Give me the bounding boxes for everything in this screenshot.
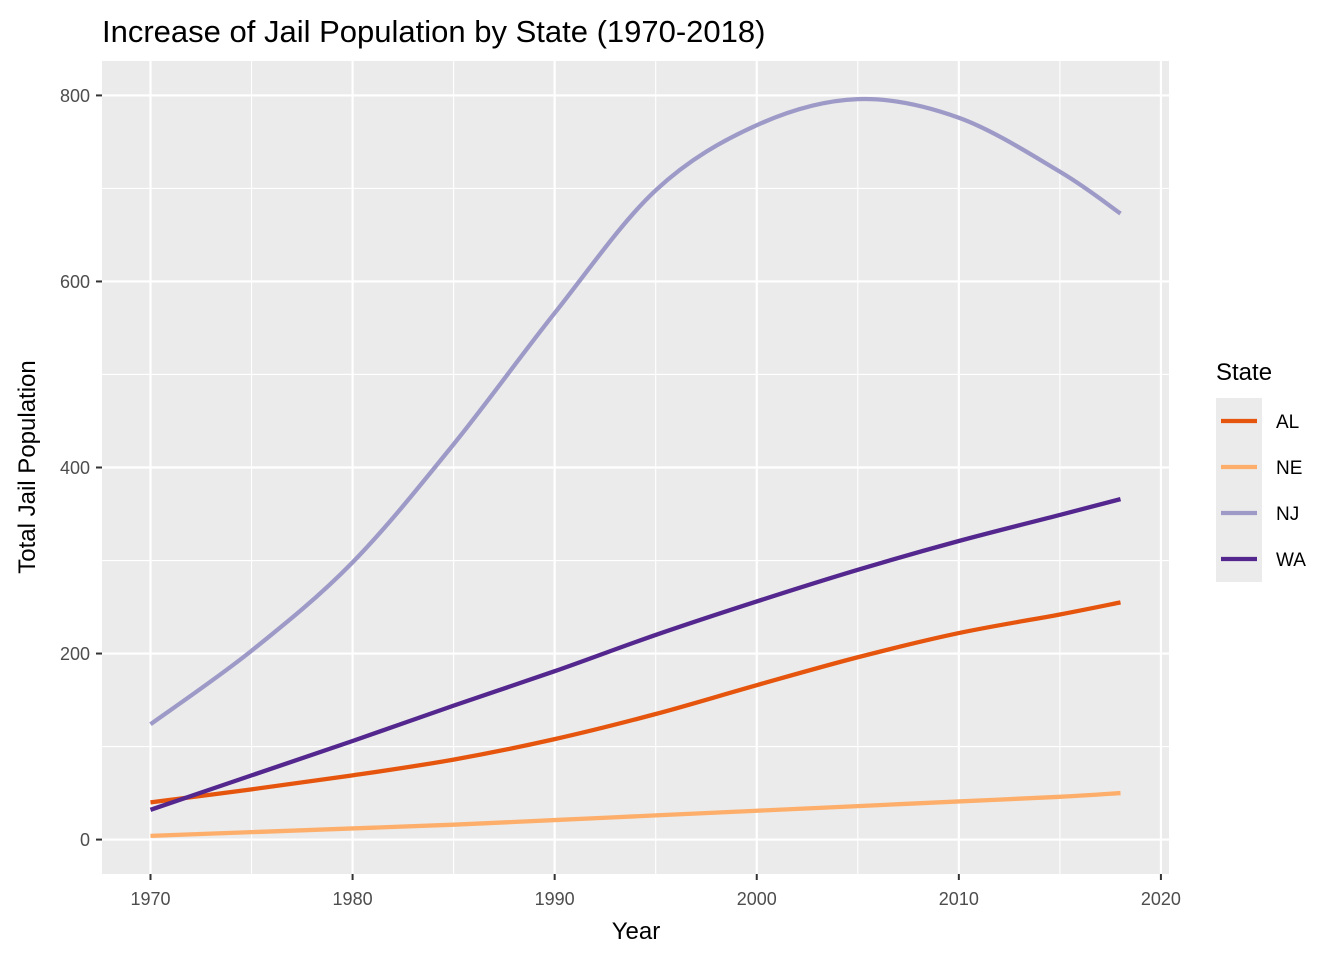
- legend-items: AL NE NJ WA: [1216, 398, 1306, 582]
- series-line-ne: [150, 790, 1121, 839]
- y-tick-label: 400: [60, 458, 90, 478]
- y-tick-label: 800: [60, 86, 90, 106]
- series-line-wa: [149, 497, 1122, 812]
- y-axis: 0 200 400 600 800: [60, 86, 102, 850]
- legend-label-wa: WA: [1276, 550, 1306, 571]
- chart-title: Increase of Jail Population by State (19…: [102, 14, 765, 49]
- x-tick-label: 2000: [737, 889, 777, 909]
- series-lines: [149, 96, 1122, 839]
- legend-title: State: [1216, 359, 1272, 386]
- y-axis-title: Total Jail Population: [14, 360, 41, 573]
- series-line-nj: [149, 96, 1122, 726]
- y-tick-label: 600: [60, 272, 90, 292]
- x-tick-label: 1990: [535, 889, 575, 909]
- y-tick-label: 200: [60, 644, 90, 664]
- x-tick-label: 2020: [1141, 889, 1181, 909]
- major-gridlines: [102, 61, 1169, 874]
- series-line-al: [150, 600, 1121, 805]
- y-tick-label: 0: [80, 830, 90, 850]
- x-axis-title: Year: [612, 918, 661, 945]
- x-tick-label: 1980: [333, 889, 373, 909]
- x-tick-label: 2010: [939, 889, 979, 909]
- x-tick-label: 1970: [130, 889, 170, 909]
- legend-label-nj: NJ: [1276, 504, 1299, 525]
- x-axis: 1970 1980 1990 2000 2010 2020: [130, 874, 1181, 909]
- legend-label-ne: NE: [1276, 458, 1302, 479]
- legend-label-al: AL: [1276, 412, 1299, 433]
- legend: State AL NE NJ WA: [1216, 359, 1306, 582]
